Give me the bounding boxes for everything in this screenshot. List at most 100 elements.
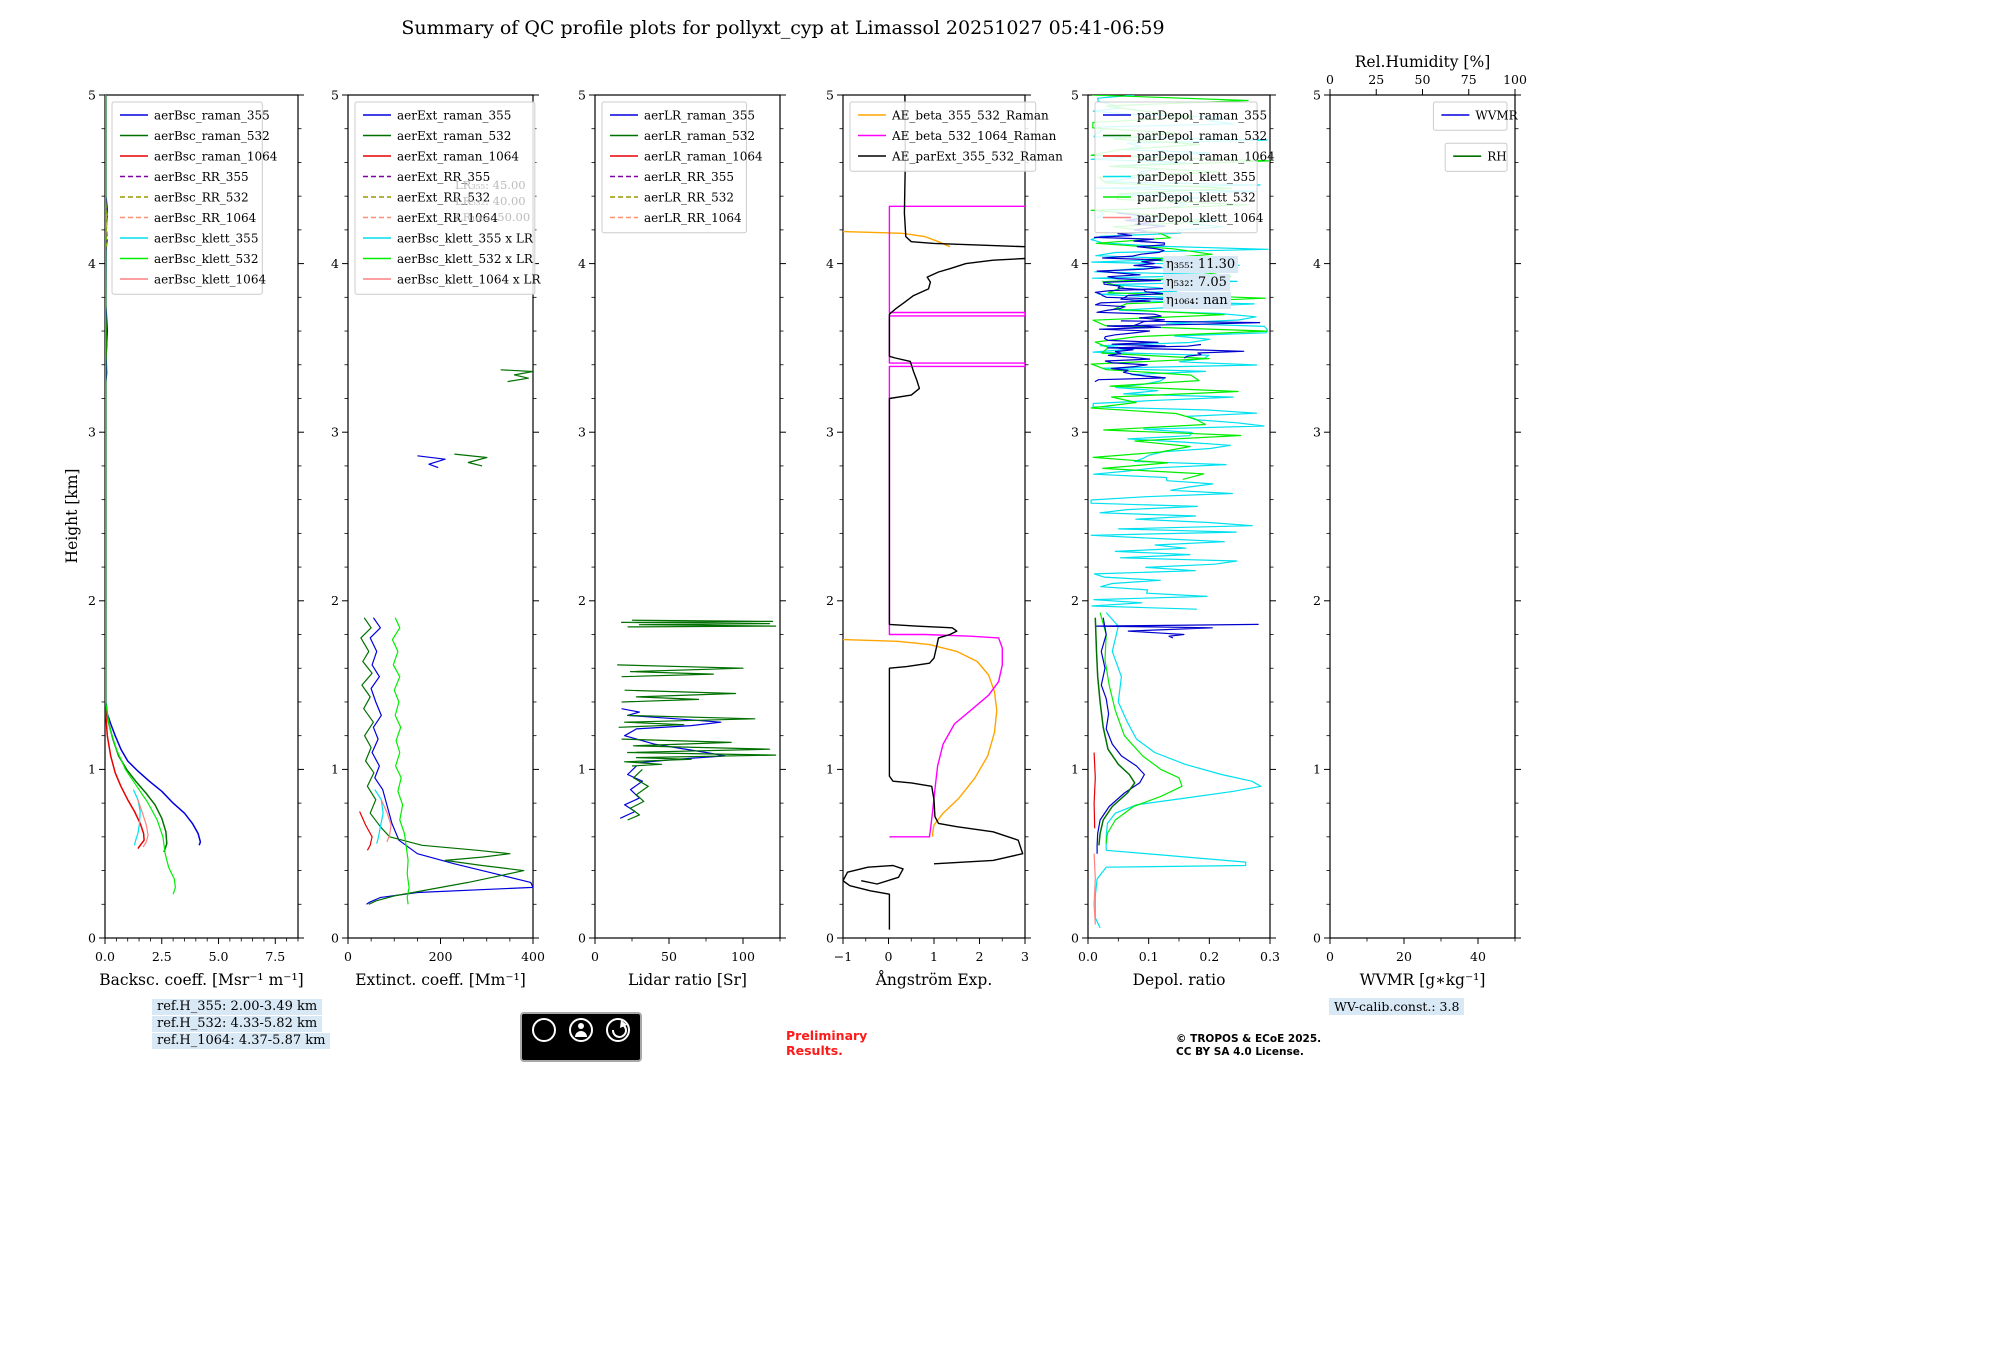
ref-height-532: ref.H_532: 4.33-5.82 km xyxy=(152,1016,323,1032)
x-tick-label: 400 xyxy=(521,949,545,964)
series-aerBsc_klett_532_x_LR xyxy=(391,617,410,905)
x-axis-label-backscatter: Backsc. coeff. [Msr⁻¹ m⁻¹] xyxy=(99,971,303,989)
cc-letters: CC xyxy=(537,1026,552,1037)
series-aerBsc_raman_1064 xyxy=(105,95,145,850)
by-label: BY xyxy=(574,1048,588,1059)
legend-label: aerExt_raman_355 xyxy=(397,108,511,122)
legend-label: aerBsc_klett_532 xyxy=(154,252,258,266)
y-tick-label: 2 xyxy=(88,593,96,608)
eta-1064-value: η₁₀₆₄: nan xyxy=(1163,292,1231,309)
x-tick-label: 0 xyxy=(1326,949,1334,964)
top-tick-label: 50 xyxy=(1415,72,1431,87)
y-tick-label: 1 xyxy=(88,762,96,777)
x-tick-label: 3 xyxy=(1021,949,1029,964)
x-tick-label: 0 xyxy=(344,949,352,964)
ref-height-355: ref.H_355: 2.00-3.49 km xyxy=(152,999,323,1015)
axes-angstrom xyxy=(837,94,1031,944)
series-AE_beta_532_1064_Raman xyxy=(888,205,1025,838)
legend-label: aerLR_RR_355 xyxy=(644,170,734,184)
x-tick-label: −1 xyxy=(834,949,852,964)
y-tick-label: 0 xyxy=(88,930,96,945)
x-tick-label: 100 xyxy=(731,949,755,964)
y-tick-label: 2 xyxy=(1071,593,1079,608)
by-person-head xyxy=(578,1023,584,1029)
legend-label: aerBsc_klett_355 xyxy=(154,231,258,245)
x-tick-label: 50 xyxy=(661,949,677,964)
x-axis-label-angstrom: Ångström Exp. xyxy=(875,971,993,989)
legend: WVMR xyxy=(1432,101,1519,131)
x-tick-label: 0.1 xyxy=(1139,949,1159,964)
x-axis-label-wvmr: WVMR [g∗kg⁻¹] xyxy=(1360,971,1486,989)
y-tick-label: 0 xyxy=(1313,930,1321,945)
x-tick-label: 0.0 xyxy=(95,949,115,964)
legend-label: aerLR_raman_532 xyxy=(644,129,755,143)
y-tick-label: 4 xyxy=(1071,256,1079,271)
cc-badge-graphic: CC BY SA xyxy=(532,1018,630,1059)
copyright-line-2: CC BY SA 4.0 License. xyxy=(1176,1046,1304,1058)
series-parDepol_raman_355 xyxy=(1093,212,1261,854)
legend-label: aerExt_RR_355 xyxy=(397,170,490,184)
preliminary-results-note: Preliminary Results. xyxy=(786,1028,867,1058)
y-tick-label: 3 xyxy=(331,425,339,440)
copyright-line-1: © TROPOS & ECoE 2025. xyxy=(1176,1033,1322,1045)
legend-label: parDepol_klett_355 xyxy=(1137,170,1256,184)
y-tick-label: 2 xyxy=(578,593,586,608)
legend-label: aerExt_raman_532 xyxy=(397,129,511,143)
legend-label: aerExt_RR_1064 xyxy=(397,211,498,225)
legend-label: AE_parExt_355_532_Raman xyxy=(891,149,1063,163)
series-aerBsc_klett_1064_x_LR xyxy=(380,799,392,843)
legend-label: aerBsc_klett_1064 xyxy=(154,272,266,286)
series-aerBsc_klett_355_x_LR xyxy=(374,789,384,844)
y-tick-label: 3 xyxy=(578,425,586,440)
sa-arrow xyxy=(612,1024,627,1038)
x-tick-label: 1 xyxy=(930,949,938,964)
x-tick-label: 7.5 xyxy=(265,949,285,964)
legend-label: aerBsc_klett_532 x LR xyxy=(397,252,534,266)
y-tick-label: 5 xyxy=(88,87,96,102)
axes-depolarization xyxy=(1082,94,1276,944)
wv-calibration-note: WV-calib.const.: 3.8 xyxy=(1329,998,1465,1015)
legend-label: aerBsc_raman_532 xyxy=(154,129,270,143)
legend-label: aerLR_raman_1064 xyxy=(644,149,763,163)
y-tick-label: 5 xyxy=(1071,87,1079,102)
legend-label: aerLR_raman_355 xyxy=(644,108,755,122)
series-aerExt_raman_1064 xyxy=(359,811,373,851)
y-tick-label: 4 xyxy=(1313,256,1321,271)
legend-label: parDepol_raman_532 xyxy=(1137,129,1267,143)
y-tick-label: 2 xyxy=(826,593,834,608)
legend-label: aerBsc_RR_355 xyxy=(154,170,249,184)
legend-label: aerExt_RR_532 xyxy=(397,190,490,204)
sa-arrowhead xyxy=(620,1020,627,1028)
legend-label: AE_beta_532_1064_Raman xyxy=(891,129,1057,143)
y-tick-label: 4 xyxy=(826,256,834,271)
legend-label: RH xyxy=(1487,150,1507,164)
x-tick-label: 20 xyxy=(1396,949,1412,964)
y-tick-label: 3 xyxy=(1313,425,1321,440)
legend: RH xyxy=(1444,142,1508,172)
axes-lidar-ratio xyxy=(589,94,786,944)
y-tick-label: 5 xyxy=(1313,87,1321,102)
y-tick-label: 0 xyxy=(1071,930,1079,945)
x-tick-label: 2 xyxy=(976,949,984,964)
legend-label: aerLR_RR_1064 xyxy=(644,211,742,225)
legend-label: aerBsc_klett_355 x LR xyxy=(397,231,534,245)
by-person-icon xyxy=(569,1018,593,1042)
legend-label: parDepol_klett_1064 xyxy=(1137,211,1264,225)
y-tick-label: 1 xyxy=(1071,762,1079,777)
y-tick-label: 0 xyxy=(578,930,586,945)
y-tick-label: 2 xyxy=(331,593,339,608)
legend-label: parDepol_klett_532 xyxy=(1137,190,1256,204)
eta-355-value: η₃₅₅: 11.30 xyxy=(1163,256,1239,273)
sa-icon xyxy=(606,1018,630,1042)
ref-height-1064: ref.H_1064: 4.37-5.87 km xyxy=(152,1033,331,1049)
y-tick-label: 1 xyxy=(826,762,834,777)
y-tick-label: 1 xyxy=(578,762,586,777)
legend-label: aerBsc_klett_1064 x LR xyxy=(397,272,541,286)
x-axis-label-lidar-ratio: Lidar ratio [Sr] xyxy=(628,971,747,989)
legend: aerBsc_raman_355 aerBsc_raman_532 aerBsc_r… xyxy=(111,101,278,295)
legend: parDepol_raman_355 parDepol_raman_532 parD… xyxy=(1094,101,1275,234)
legend: AE_beta_355_532_Raman AE_beta_532_1064_Ra… xyxy=(849,101,1063,172)
